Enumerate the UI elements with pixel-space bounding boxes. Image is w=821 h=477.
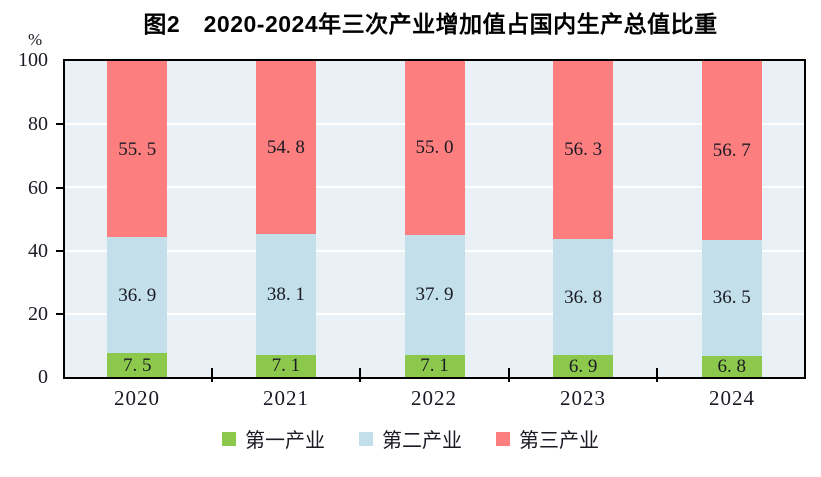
bar-group-2023: 56. 3 36. 8 6. 9 — [553, 61, 614, 377]
legend-swatch-secondary-industry — [359, 431, 373, 446]
y-axis-tick-label: 80 — [28, 113, 48, 135]
legend-label: 第三产业 — [519, 430, 599, 452]
y-axis-unit-label: % — [28, 30, 43, 49]
bar-segment-label: 36. 9 — [118, 284, 157, 306]
bar-group-2020: 55. 5 36. 9 7. 5 — [107, 61, 168, 377]
x-axis-tick-label: 2022 — [411, 386, 457, 410]
bar-segment: 36. 8 — [553, 238, 614, 356]
bar-segment: 7. 1 — [255, 354, 316, 377]
bar-segment-label: 36. 5 — [712, 287, 751, 309]
bar-segment-label: 55. 0 — [415, 137, 454, 159]
y-axis-tick-label: 60 — [28, 177, 48, 199]
x-axis-tick-mark — [656, 368, 658, 382]
y-axis-tick-label: 100 — [18, 49, 48, 71]
legend-item: 第一产业 — [222, 424, 325, 453]
bar-group-2024: 56. 7 36. 5 6. 8 — [701, 61, 762, 377]
bar-segment: 56. 7 — [701, 61, 762, 241]
bar-group-2021: 54. 8 38. 1 7. 1 — [255, 61, 316, 377]
legend-swatch-tertiary-industry — [496, 431, 510, 446]
bar-segment: 7. 1 — [404, 354, 465, 377]
y-axis-tick-label: 0 — [38, 366, 48, 388]
bar-segment: 7. 5 — [107, 353, 168, 377]
chart-title: 图2 2020-2024年三次产业增加值占国内生产总值比重 — [143, 11, 718, 37]
x-axis-tick-label: 2021 — [263, 386, 309, 410]
bar-segment: 37. 9 — [404, 234, 465, 355]
legend-swatch-primary-industry — [222, 431, 236, 446]
bar-segment-label: 7. 1 — [420, 355, 449, 377]
bar-segment: 36. 9 — [107, 236, 168, 354]
bar-segment: 55. 5 — [107, 61, 168, 237]
x-axis-tick-mark — [508, 368, 510, 382]
x-axis-tick-label: 2020 — [114, 386, 160, 410]
bar-segment-label: 56. 7 — [712, 140, 751, 162]
bar-segment: 38. 1 — [255, 234, 316, 355]
x-axis-tick-mark — [211, 368, 213, 382]
bar-group-2022: 55. 0 37. 9 7. 1 — [404, 61, 465, 377]
legend-item: 第二产业 — [359, 424, 462, 453]
bar-segment-label: 7. 1 — [271, 355, 301, 377]
legend: 第一产业 第二产业 第三产业 — [0, 424, 821, 453]
y-axis-tick-label: 40 — [28, 240, 48, 262]
bar-segment-label: 37. 9 — [415, 284, 454, 306]
bar-segment-label: 36. 8 — [564, 286, 603, 308]
bar-segment-label: 55. 5 — [118, 138, 157, 160]
bar-segment-label: 6. 9 — [568, 355, 598, 377]
bar-segment-label: 38. 1 — [266, 283, 305, 305]
bar-segment-label: 54. 8 — [266, 137, 305, 159]
legend-item: 第三产业 — [496, 424, 599, 453]
bar-segment: 56. 3 — [553, 61, 614, 239]
bar-segment-label: 6. 8 — [717, 355, 746, 377]
plot-area: 55. 5 36. 9 7. 5 54. 8 38. 1 7. 1 55. 0 37. 9 7.… — [63, 59, 806, 379]
bar-segment: 36. 5 — [701, 240, 762, 356]
y-axis-tick-label: 20 — [28, 303, 48, 325]
legend-label: 第一产业 — [245, 430, 325, 452]
bar-segment: 54. 8 — [255, 61, 316, 235]
x-axis-tick-label: 2024 — [709, 386, 755, 410]
bar-segment: 55. 0 — [404, 61, 465, 235]
bar-segment: 6. 9 — [553, 355, 614, 377]
bar-segment: 6. 8 — [701, 355, 762, 377]
x-axis-tick-label: 2023 — [560, 386, 606, 410]
legend-label: 第二产业 — [382, 430, 462, 452]
bar-segment-label: 7. 5 — [123, 354, 152, 376]
bar-segment-label: 56. 3 — [564, 139, 603, 161]
x-axis-tick-mark — [359, 368, 361, 382]
